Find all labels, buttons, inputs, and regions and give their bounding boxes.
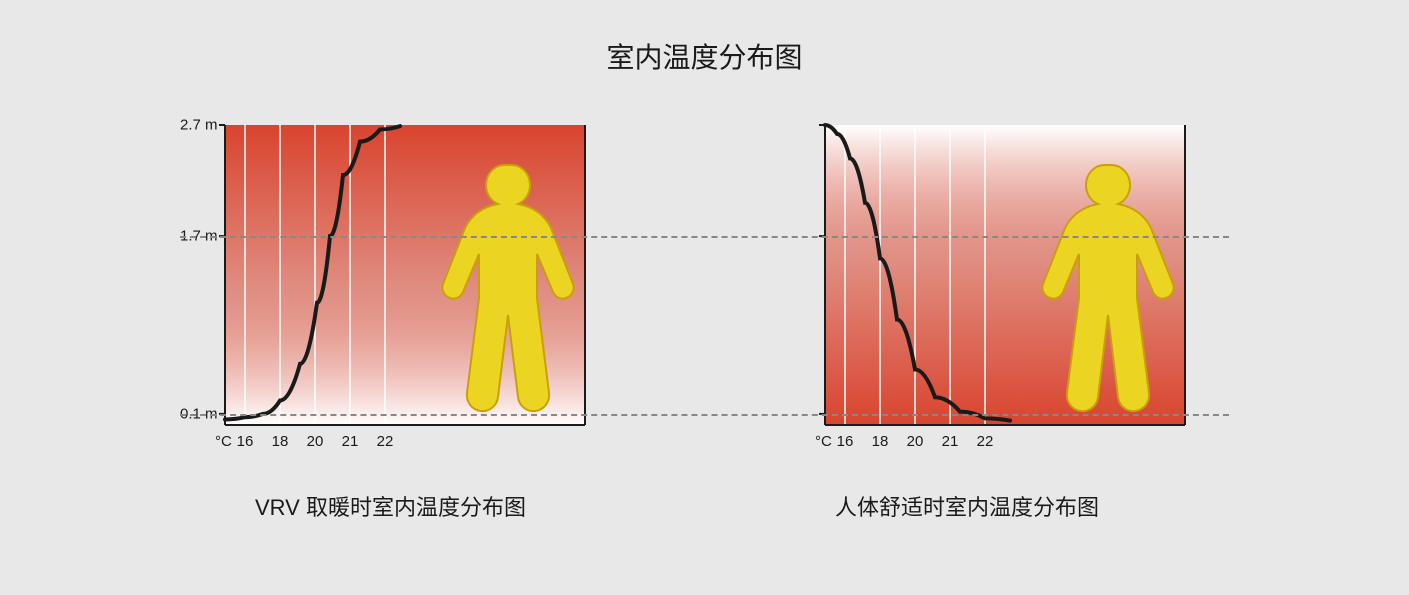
x-tick-21: 21 [942, 433, 959, 450]
x-unit-left: °C [215, 433, 232, 450]
x-tick-18: 18 [872, 433, 889, 450]
x-tick-16: 16 [837, 433, 854, 450]
x-tick-20: 20 [307, 433, 324, 450]
guideline-0-1m [180, 414, 1229, 416]
x-tick-16: 16 [237, 433, 254, 450]
chart-comfort-svg [825, 125, 1185, 425]
x-tick-18: 18 [272, 433, 289, 450]
caption-vrv: VRV 取暖时室内温度分布图 [255, 490, 526, 522]
x-tick-22: 22 [977, 433, 994, 450]
x-unit-right: °C [815, 433, 832, 450]
chart-vrv: 2.7 m 1.7 m 0.1 m °C 1618202122 [225, 125, 585, 425]
x-tick-20: 20 [907, 433, 924, 450]
y-tick-2-7: 2.7 m [180, 117, 218, 134]
x-tick-22: 22 [377, 433, 394, 450]
caption-comfort: 人体舒适时室内温度分布图 [835, 490, 1099, 522]
x-tick-21: 21 [342, 433, 359, 450]
guideline-1-7m [180, 236, 1229, 238]
chart-comfort: °C 1618202122 [825, 125, 1185, 425]
chart-vrv-svg [225, 125, 585, 425]
main-title: 室内温度分布图 [0, 36, 1409, 76]
